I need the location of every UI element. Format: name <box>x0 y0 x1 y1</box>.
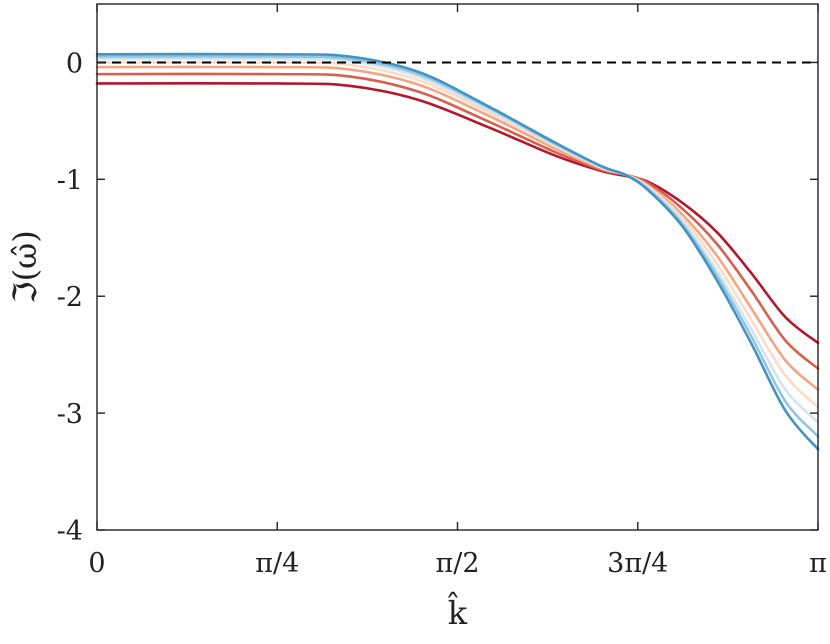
x-tick-label-3: π/2 <box>435 548 479 579</box>
y-tick-label-2: -1 <box>57 165 83 196</box>
x-tick-label-4: 3π/4 <box>607 548 668 579</box>
x-tick-label-5: π <box>809 548 827 579</box>
y-axis-label: ℑ(ω̂) <box>6 230 44 303</box>
y-tick-label-3: -2 <box>57 282 83 313</box>
ticks-layer: 0 π/4 π/2 3π/4 π 0 -1 -2 -3 -4 <box>57 4 827 579</box>
y-tick-label-4: -3 <box>57 399 83 430</box>
series-line-2 <box>95 72 820 370</box>
x-tick-label-1: 0 <box>88 548 105 579</box>
series-line-7 <box>95 52 820 451</box>
series-layer <box>95 52 820 451</box>
x-axis-label: k̂ <box>448 591 468 632</box>
x-tick-label-2: π/4 <box>255 548 299 579</box>
y-tick-label-5: -4 <box>57 516 83 547</box>
series-line-1 <box>95 82 820 345</box>
y-tick-label-1: 0 <box>66 48 83 79</box>
